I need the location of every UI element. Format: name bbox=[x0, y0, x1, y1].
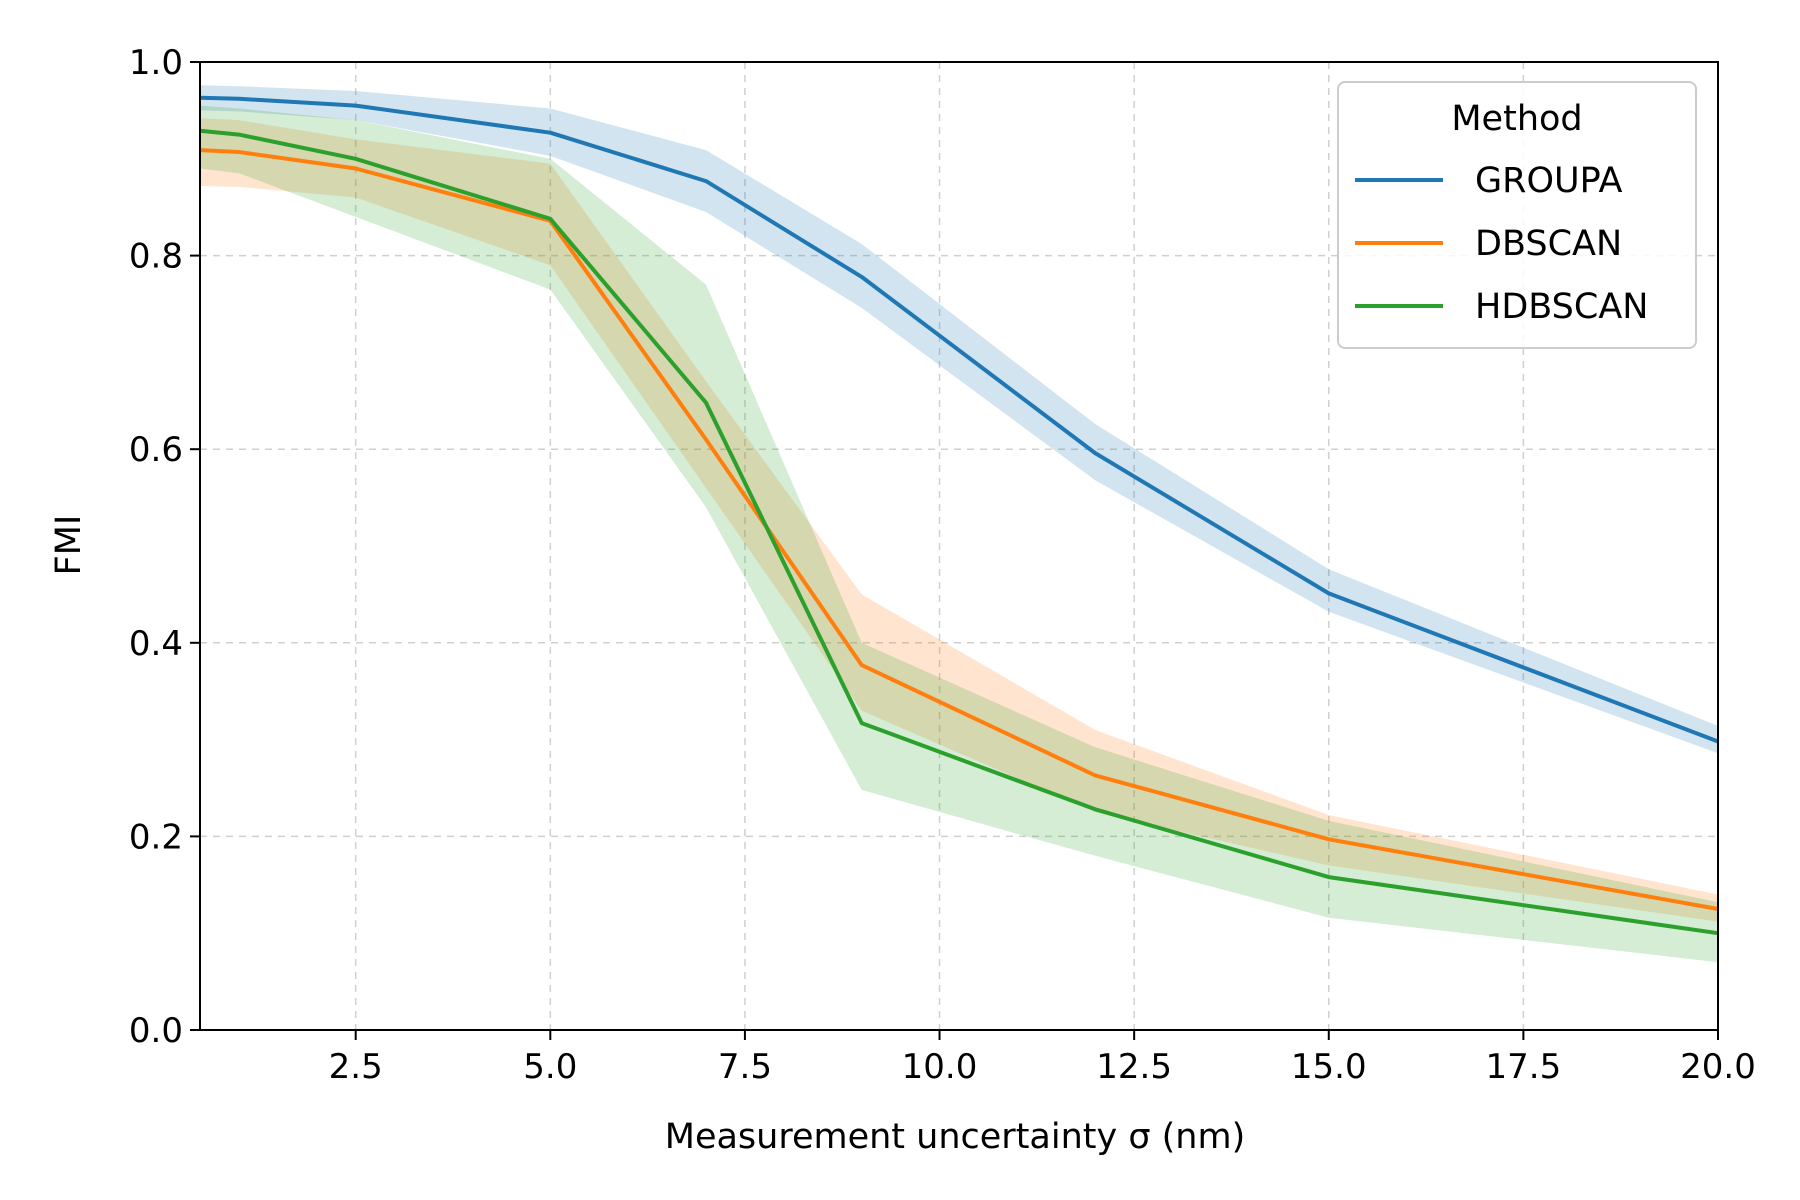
y-tick-label: 0.8 bbox=[129, 237, 183, 277]
x-tick-label: 2.5 bbox=[329, 1047, 383, 1087]
x-axis-label: Measurement uncertainty σ (nm) bbox=[665, 1117, 1245, 1157]
x-tick-label: 12.5 bbox=[1096, 1047, 1172, 1087]
legend-entries: GROUPA DBSCAN HDBSCAN bbox=[1355, 161, 1648, 327]
legend-label-dbscan: DBSCAN bbox=[1475, 224, 1622, 264]
y-tick-label: 0.6 bbox=[129, 430, 183, 470]
x-tick-label: 17.5 bbox=[1486, 1047, 1562, 1087]
x-axis-ticks: 2.5 5.0 7.5 10.0 12.5 15.0 17.5 20.0 bbox=[329, 1030, 1756, 1087]
y-tick-label: 0.0 bbox=[129, 1011, 183, 1051]
x-tick-label: 5.0 bbox=[523, 1047, 577, 1087]
y-tick-label: 0.2 bbox=[129, 817, 183, 857]
legend-title: Method bbox=[1451, 99, 1582, 139]
confidence-bands bbox=[200, 85, 1718, 963]
series-line-groupa bbox=[199, 95, 1719, 744]
series-line-dbscan bbox=[199, 148, 1719, 911]
y-axis-label: FMI bbox=[49, 515, 89, 576]
legend-label-hdbscan: HDBSCAN bbox=[1475, 287, 1648, 327]
x-tick-label: 15.0 bbox=[1291, 1047, 1367, 1087]
legend-label-groupa: GROUPA bbox=[1475, 161, 1622, 201]
y-tick-label: 0.4 bbox=[129, 624, 183, 664]
x-tick-label: 20.0 bbox=[1680, 1047, 1756, 1087]
series-line-hdbscan bbox=[199, 128, 1719, 936]
band-groupa bbox=[200, 85, 1718, 754]
legend: Method GROUPA DBSCAN HDBSCAN bbox=[1337, 81, 1697, 349]
legend-box bbox=[1337, 81, 1697, 349]
y-axis-ticks: 0.0 0.2 0.4 0.6 0.8 1.0 bbox=[129, 43, 200, 1051]
x-tick-label: 10.0 bbox=[902, 1047, 978, 1087]
x-tick-label: 7.5 bbox=[718, 1047, 772, 1087]
plot-frame bbox=[199, 61, 1719, 1031]
band-hdbscan bbox=[200, 105, 1718, 963]
series-lines bbox=[199, 95, 1719, 936]
y-tick-label: 1.0 bbox=[129, 43, 183, 83]
